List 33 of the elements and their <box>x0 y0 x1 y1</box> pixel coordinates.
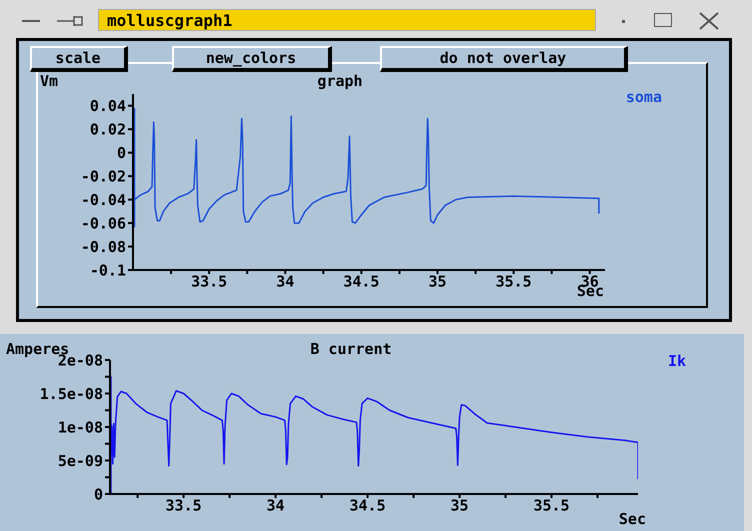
x-tick-label: 33.5 <box>191 272 228 291</box>
y-tick-label: -0.08 <box>80 238 126 256</box>
y-tick-label: -0.1 <box>90 261 126 280</box>
y-axis-title: Vm <box>40 72 58 90</box>
y-tick-label: -0.06 <box>80 214 126 232</box>
text: soma <box>626 88 662 106</box>
y-tick-label: -0.04 <box>80 190 126 209</box>
x-tick-label: 35.5 <box>496 272 532 291</box>
x-tick-label: 35.5 <box>533 496 570 515</box>
y-tick-label: 0.04 <box>90 97 126 116</box>
chart-title: B current <box>310 340 392 358</box>
text: new_colors <box>172 46 332 72</box>
line-series <box>134 107 600 228</box>
text: Ik <box>668 352 686 370</box>
text: molluscgraph1 <box>98 9 596 31</box>
y-tick-label: 5e-09 <box>58 452 103 470</box>
x-tick-label: 34.5 <box>343 272 380 291</box>
x-tick-label: 35 <box>428 272 447 291</box>
x-tick-label: 34 <box>276 272 294 291</box>
y-tick-label: 0 <box>94 485 103 504</box>
x-tick-label: 34 <box>266 496 285 515</box>
x-tick-label: 34.5 <box>350 496 386 515</box>
x-tick-label: 33.5 <box>166 496 202 515</box>
x-tick-label: 35 <box>450 496 469 515</box>
chart-title: graph <box>317 72 363 90</box>
y-tick-label: 1.5e-08 <box>40 384 103 403</box>
y-tick-label: 0.02 <box>90 120 126 139</box>
y-tick-label: 0 <box>116 144 126 162</box>
text: do not overlay <box>380 46 628 72</box>
y-tick-label: -0.02 <box>80 167 126 186</box>
x-axis-title: Sec <box>618 510 646 528</box>
y-tick-label: 1e-08 <box>58 418 103 436</box>
text: scale <box>30 46 128 72</box>
